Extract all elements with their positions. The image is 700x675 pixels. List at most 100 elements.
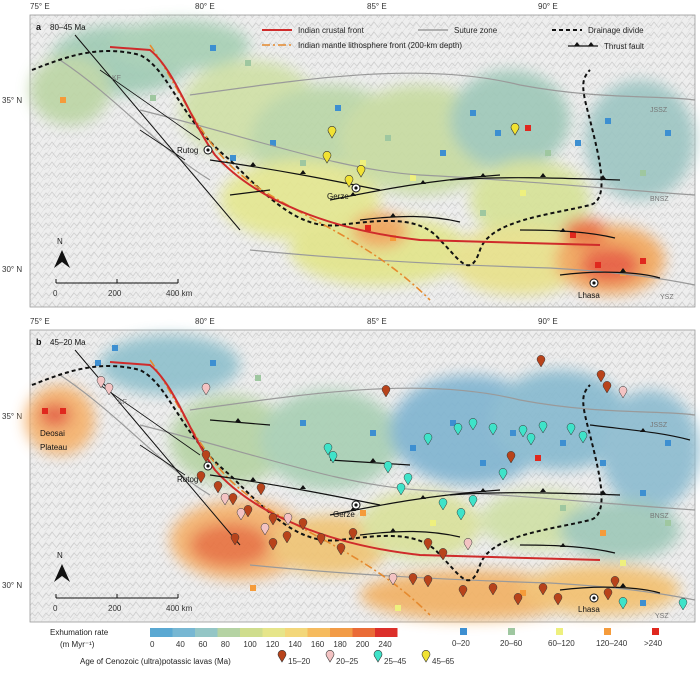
svg-text:0: 0 [53,604,58,613]
mantle-front-b [149,359,431,616]
lava-marker [277,650,287,663]
lavas-b-15-20 [196,355,620,606]
sample-points-a [60,45,671,276]
colorbar-tick: 120 [266,640,280,649]
point-class-swatch [460,628,467,635]
lon-tick-75-b: 75° E [30,317,50,326]
svg-text:0: 0 [53,289,58,298]
point-class-label: 60–120 [548,639,575,648]
label-plateau: Plateau [40,443,67,452]
label-bnsz-b: BNSZ [650,513,669,520]
lava-class-label: 20–25 [336,657,359,666]
legend-suture: Suture zone [454,26,498,35]
panel-age-a: 80–45 Ma [50,23,86,32]
lon-tick-80-b: 80° E [195,317,215,326]
legend-thrust: Thrust fault [604,42,645,51]
panel-tag-b: b [36,337,42,347]
label-deosai: Deosai [40,429,65,438]
lava-marker [325,650,335,663]
crustal-front-b [109,361,601,561]
svg-text:200: 200 [108,289,122,298]
colorbar-cell [172,628,195,637]
colorbar-cell [285,628,308,637]
svg-text:200: 200 [108,604,122,613]
panel-b: 75° E 80° E 85° E 90° E 35° N 30° N [2,317,700,623]
exhumation-legend: Exhumation rate (m Myr⁻¹) 0 40 60 80 100 120 1… [50,628,398,649]
scale-bar-b: 0 200 400 km [53,594,193,613]
thrust-teeth-a [250,162,626,272]
north-label-b: N [57,551,63,560]
panel-tag-a: a [36,22,42,32]
lat-tick-30-b: 30° N [2,581,22,590]
north-arrow-b: N [54,551,70,582]
lava-class-label: 45–65 [432,657,455,666]
point-class-label: >240 [644,639,663,648]
thrust-teeth-b [235,418,646,587]
lon-tick-80-a: 80° E [195,2,215,11]
mantle-front-a [149,44,431,301]
point-class-label: 20–60 [500,639,523,648]
point-class-legend: 0–20 20–60 60–120 120–240 >240 [452,628,663,648]
legend-crustal-front: Indian crustal front [298,26,365,35]
label-ysz-a: YSZ [660,294,674,301]
lon-tick-90-a: 90° E [538,2,558,11]
lon-tick-85-a: 85° E [367,2,387,11]
lavas-b-20-25 [96,376,628,586]
colorbar-cell [307,628,330,637]
lava-marker [421,650,431,663]
legend-divide: Drainage divide [588,26,644,35]
city-markers-b [203,461,599,603]
label-kf-a: KF [112,75,121,82]
lavas-a [322,123,520,188]
lava-marker [373,650,383,663]
suture-zones-a [59,59,696,286]
label-ysz-b: YSZ [655,613,669,620]
city-markers-a [203,145,599,288]
colorbar-tick: 160 [311,640,325,649]
point-class-swatch [604,628,611,635]
label-gerze-a: Gerze [327,192,349,201]
point-class-swatch [652,628,659,635]
colorbar-tick: 200 [356,640,370,649]
point-class-label: 120–240 [596,639,628,648]
scale-bar-a: 0 200 400 km [53,279,193,298]
colorbar-cell [262,628,285,637]
colorbar-cell [375,628,398,637]
north-arrow-a: N [54,237,70,268]
colorbar-tick: 60 [198,640,207,649]
colorbar-cell [150,628,173,637]
colorbar-cell [352,628,375,637]
label-lhasa-a: Lhasa [578,291,600,300]
label-kf-b: KF [118,399,127,406]
colorbar-tick: 80 [221,640,230,649]
colorbar-cell [240,628,263,637]
lon-tick-85-b: 85° E [367,317,387,326]
suture-zones-b [59,374,696,601]
colorbar-ticks: 0 40 60 80 100 120 140 160 180 200 240 [150,640,392,649]
lat-tick-35-b: 35° N [2,412,22,421]
svg-text:400 km: 400 km [166,604,193,613]
lavas-b-25-45 [323,418,688,611]
colorbar-cell [330,628,353,637]
point-class-swatch [556,628,563,635]
panel-a: 75° E 80° E 85° E 90° E 35° N 30° N [2,2,696,308]
label-rutog-b: Rutog [177,475,198,484]
lava-class-label: 15–20 [288,657,311,666]
colorbar-tick: 40 [176,640,185,649]
label-lhasa-b: Lhasa [578,605,600,614]
north-label-a: N [57,237,63,246]
crustal-front-a [109,46,601,246]
lava-legend-items: 15–20 20–25 25–45 45–65 [277,650,455,666]
lava-class-label: 25–45 [384,657,407,666]
colorbar [150,628,398,637]
colorbar-tick: 240 [378,640,392,649]
lat-tick-30-a: 30° N [2,265,22,274]
lon-tick-90-b: 90° E [538,317,558,326]
colorbar-cell [217,628,240,637]
line-legend: Indian crustal front Indian mantle litho… [262,26,645,51]
point-class-label: 0–20 [452,639,470,648]
lava-legend-title: Age of Cenozoic (ultra)potassic lavas (M… [80,657,231,666]
legend-mantle-front: Indian mantle lithosphere front (200-km … [298,41,462,50]
colorbar-tick: 140 [288,640,302,649]
